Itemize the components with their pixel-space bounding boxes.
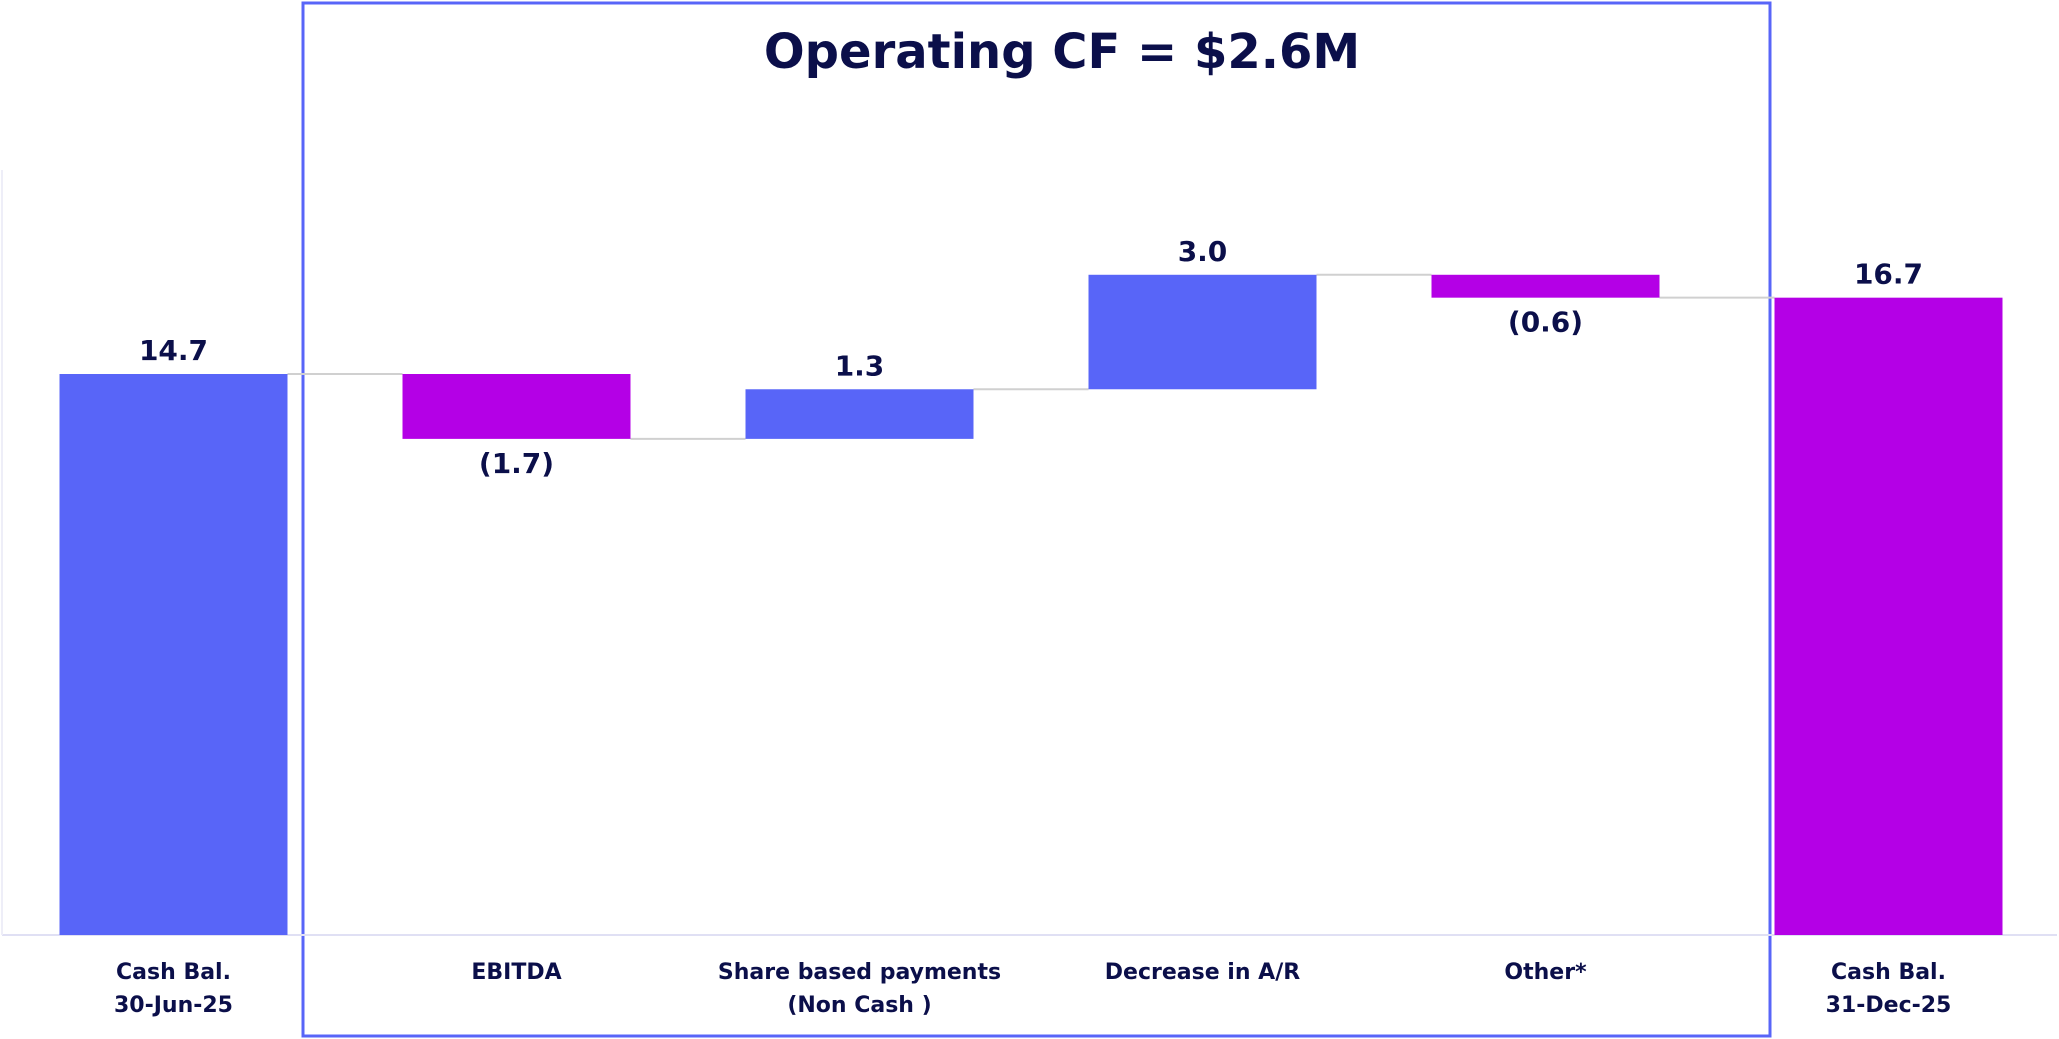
- data-label: 1.3: [835, 349, 885, 382]
- bar: [1774, 297, 2003, 935]
- bar: [745, 389, 974, 439]
- x-tick-label: Other*: [1504, 960, 1587, 985]
- bar: [402, 374, 631, 439]
- x-tick-label: Cash Bal. 31-Dec-25: [1825, 960, 1952, 1018]
- bar: [59, 374, 288, 935]
- data-label: 14.7: [139, 334, 208, 367]
- x-tick-label: Cash Bal. 30-Jun-25: [113, 960, 233, 1018]
- chart-title: Operating CF = $2.6M: [764, 24, 1360, 80]
- data-label: 16.7: [1854, 258, 1923, 291]
- data-label: 3.0: [1178, 235, 1228, 268]
- bar: [1431, 274, 1660, 298]
- data-label: (0.6): [1508, 306, 1583, 339]
- group-box: [301, 1, 1772, 1038]
- x-tick-label: EBITDA: [471, 960, 562, 985]
- bar: [1088, 274, 1317, 390]
- x-tick-label: Decrease in A/R: [1104, 960, 1301, 985]
- data-label: (1.7): [479, 447, 554, 480]
- x-tick-label: Share based payments (Non Cash ): [717, 960, 1002, 1018]
